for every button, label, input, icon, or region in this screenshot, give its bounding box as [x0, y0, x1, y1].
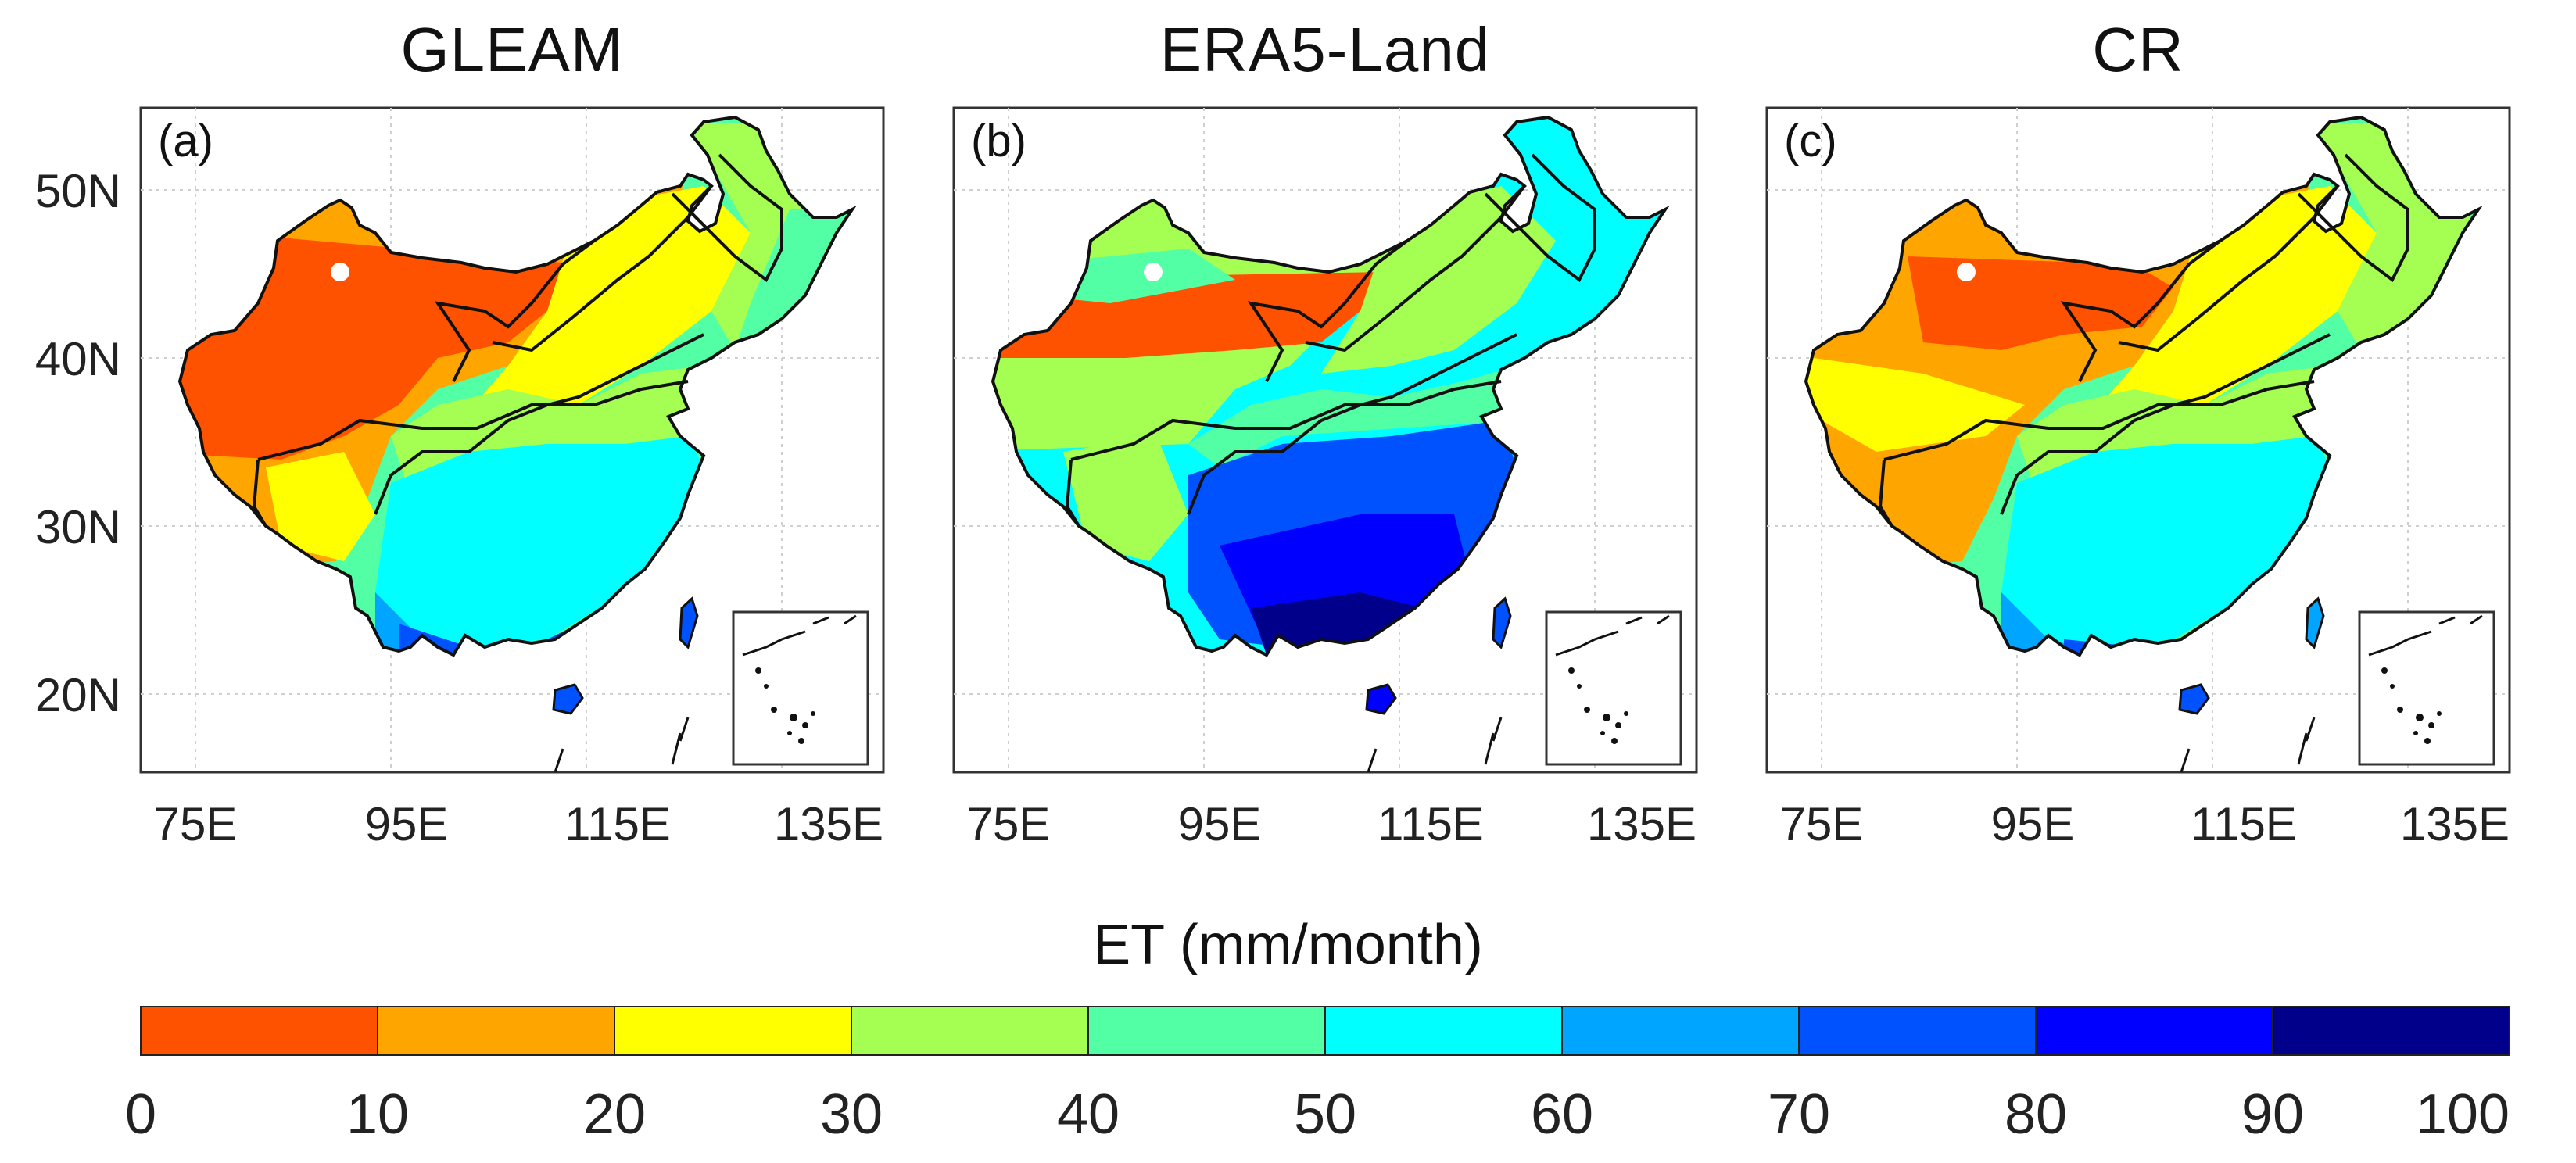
colorbar-tick-label: 70 [1768, 1083, 1830, 1146]
colorbar-swatch [2035, 1006, 2273, 1056]
y-tick-label: 20N [35, 669, 121, 721]
colorbar-swatch [614, 1006, 852, 1056]
taiwan-island [679, 596, 699, 649]
x-tick-label: 75E [154, 798, 238, 850]
south-china-sea-inset [2358, 610, 2495, 766]
colorbar-swatch [1324, 1006, 1563, 1056]
y-tick-label: 30N [35, 501, 121, 553]
x-tick-label: 75E [1780, 798, 1864, 850]
y-tick-label: 50N [35, 165, 121, 217]
zone-boundaries [252, 153, 783, 528]
colorbar-tick-label: 60 [1531, 1083, 1593, 1146]
x-tick-label: 135E [1587, 798, 1696, 850]
x-tick-label: 115E [1378, 798, 1484, 850]
colorbar-tick-label: 10 [346, 1083, 409, 1146]
colorbar-tick-label: 90 [2241, 1083, 2304, 1146]
x-axis-labels-b: 75E 95E 115E 135E [967, 798, 1696, 850]
panel-label: (b) [971, 116, 1026, 166]
colorbar-swatch [1561, 1006, 1800, 1056]
colorbar-title: ET (mm/month) [1093, 914, 1483, 976]
colorbar-swatch [851, 1006, 1089, 1056]
south-china-sea-inset [732, 610, 869, 766]
x-axis-labels-c: 75E 95E 115E 135E [1780, 798, 2510, 850]
x-tick-label: 75E [967, 798, 1051, 850]
colorbar-tick-label: 30 [820, 1083, 883, 1146]
panel-label: (c) [1784, 116, 1837, 166]
panel-label: (a) [158, 116, 213, 166]
colorbar-tick-label: 80 [2005, 1083, 2067, 1146]
x-tick-label: 95E [365, 798, 449, 850]
colorbar-swatch [1087, 1006, 1326, 1056]
colorbar-tick-label: 40 [1057, 1083, 1120, 1146]
panel-title-gleam: GLEAM [400, 15, 624, 84]
map-panel-b: (b) [952, 106, 1698, 774]
x-tick-label: 95E [1991, 798, 2075, 850]
colorbar-swatch [140, 1006, 378, 1056]
colorbar-swatch [1798, 1006, 2037, 1056]
map-panel-c: (c) [1765, 106, 2511, 774]
et-field [180, 117, 852, 655]
colorbar-swatch [2272, 1006, 2510, 1056]
panel-title-cr: CR [2092, 15, 2184, 84]
colorbar-tick-labels: 0 10 20 30 40 50 60 70 80 90 100 [125, 1083, 2510, 1146]
zone-boundaries [1065, 153, 1596, 528]
colorbar-tick-label: 100 [2416, 1083, 2510, 1146]
taiwan-island [1492, 596, 1512, 649]
colorbar-swatch [377, 1006, 615, 1056]
x-tick-label: 115E [2191, 798, 2297, 850]
colorbar [140, 1006, 2510, 1056]
map-panel-a: (a) [139, 106, 885, 774]
colorbar-tick-label: 20 [583, 1083, 646, 1146]
hainan-island [552, 683, 584, 715]
x-tick-label: 95E [1178, 798, 1262, 850]
hainan-island [1365, 683, 1397, 715]
x-axis-labels-a: 75E 95E 115E 135E [154, 798, 883, 850]
taiwan-island [2305, 596, 2325, 649]
colorbar-tick-label: 0 [125, 1083, 156, 1146]
x-tick-label: 115E [564, 798, 671, 850]
x-tick-label: 135E [2400, 798, 2510, 850]
x-tick-label: 135E [774, 798, 883, 850]
zone-boundaries [1878, 153, 2409, 528]
panel-title-era5-land: ERA5-Land [1159, 15, 1491, 84]
south-china-sea-inset [1545, 610, 1682, 766]
hainan-island [2178, 683, 2210, 715]
y-axis-labels: 50N 40N 30N 20N [35, 165, 121, 721]
colorbar-tick-label: 50 [1294, 1083, 1356, 1146]
y-tick-label: 40N [35, 333, 121, 385]
